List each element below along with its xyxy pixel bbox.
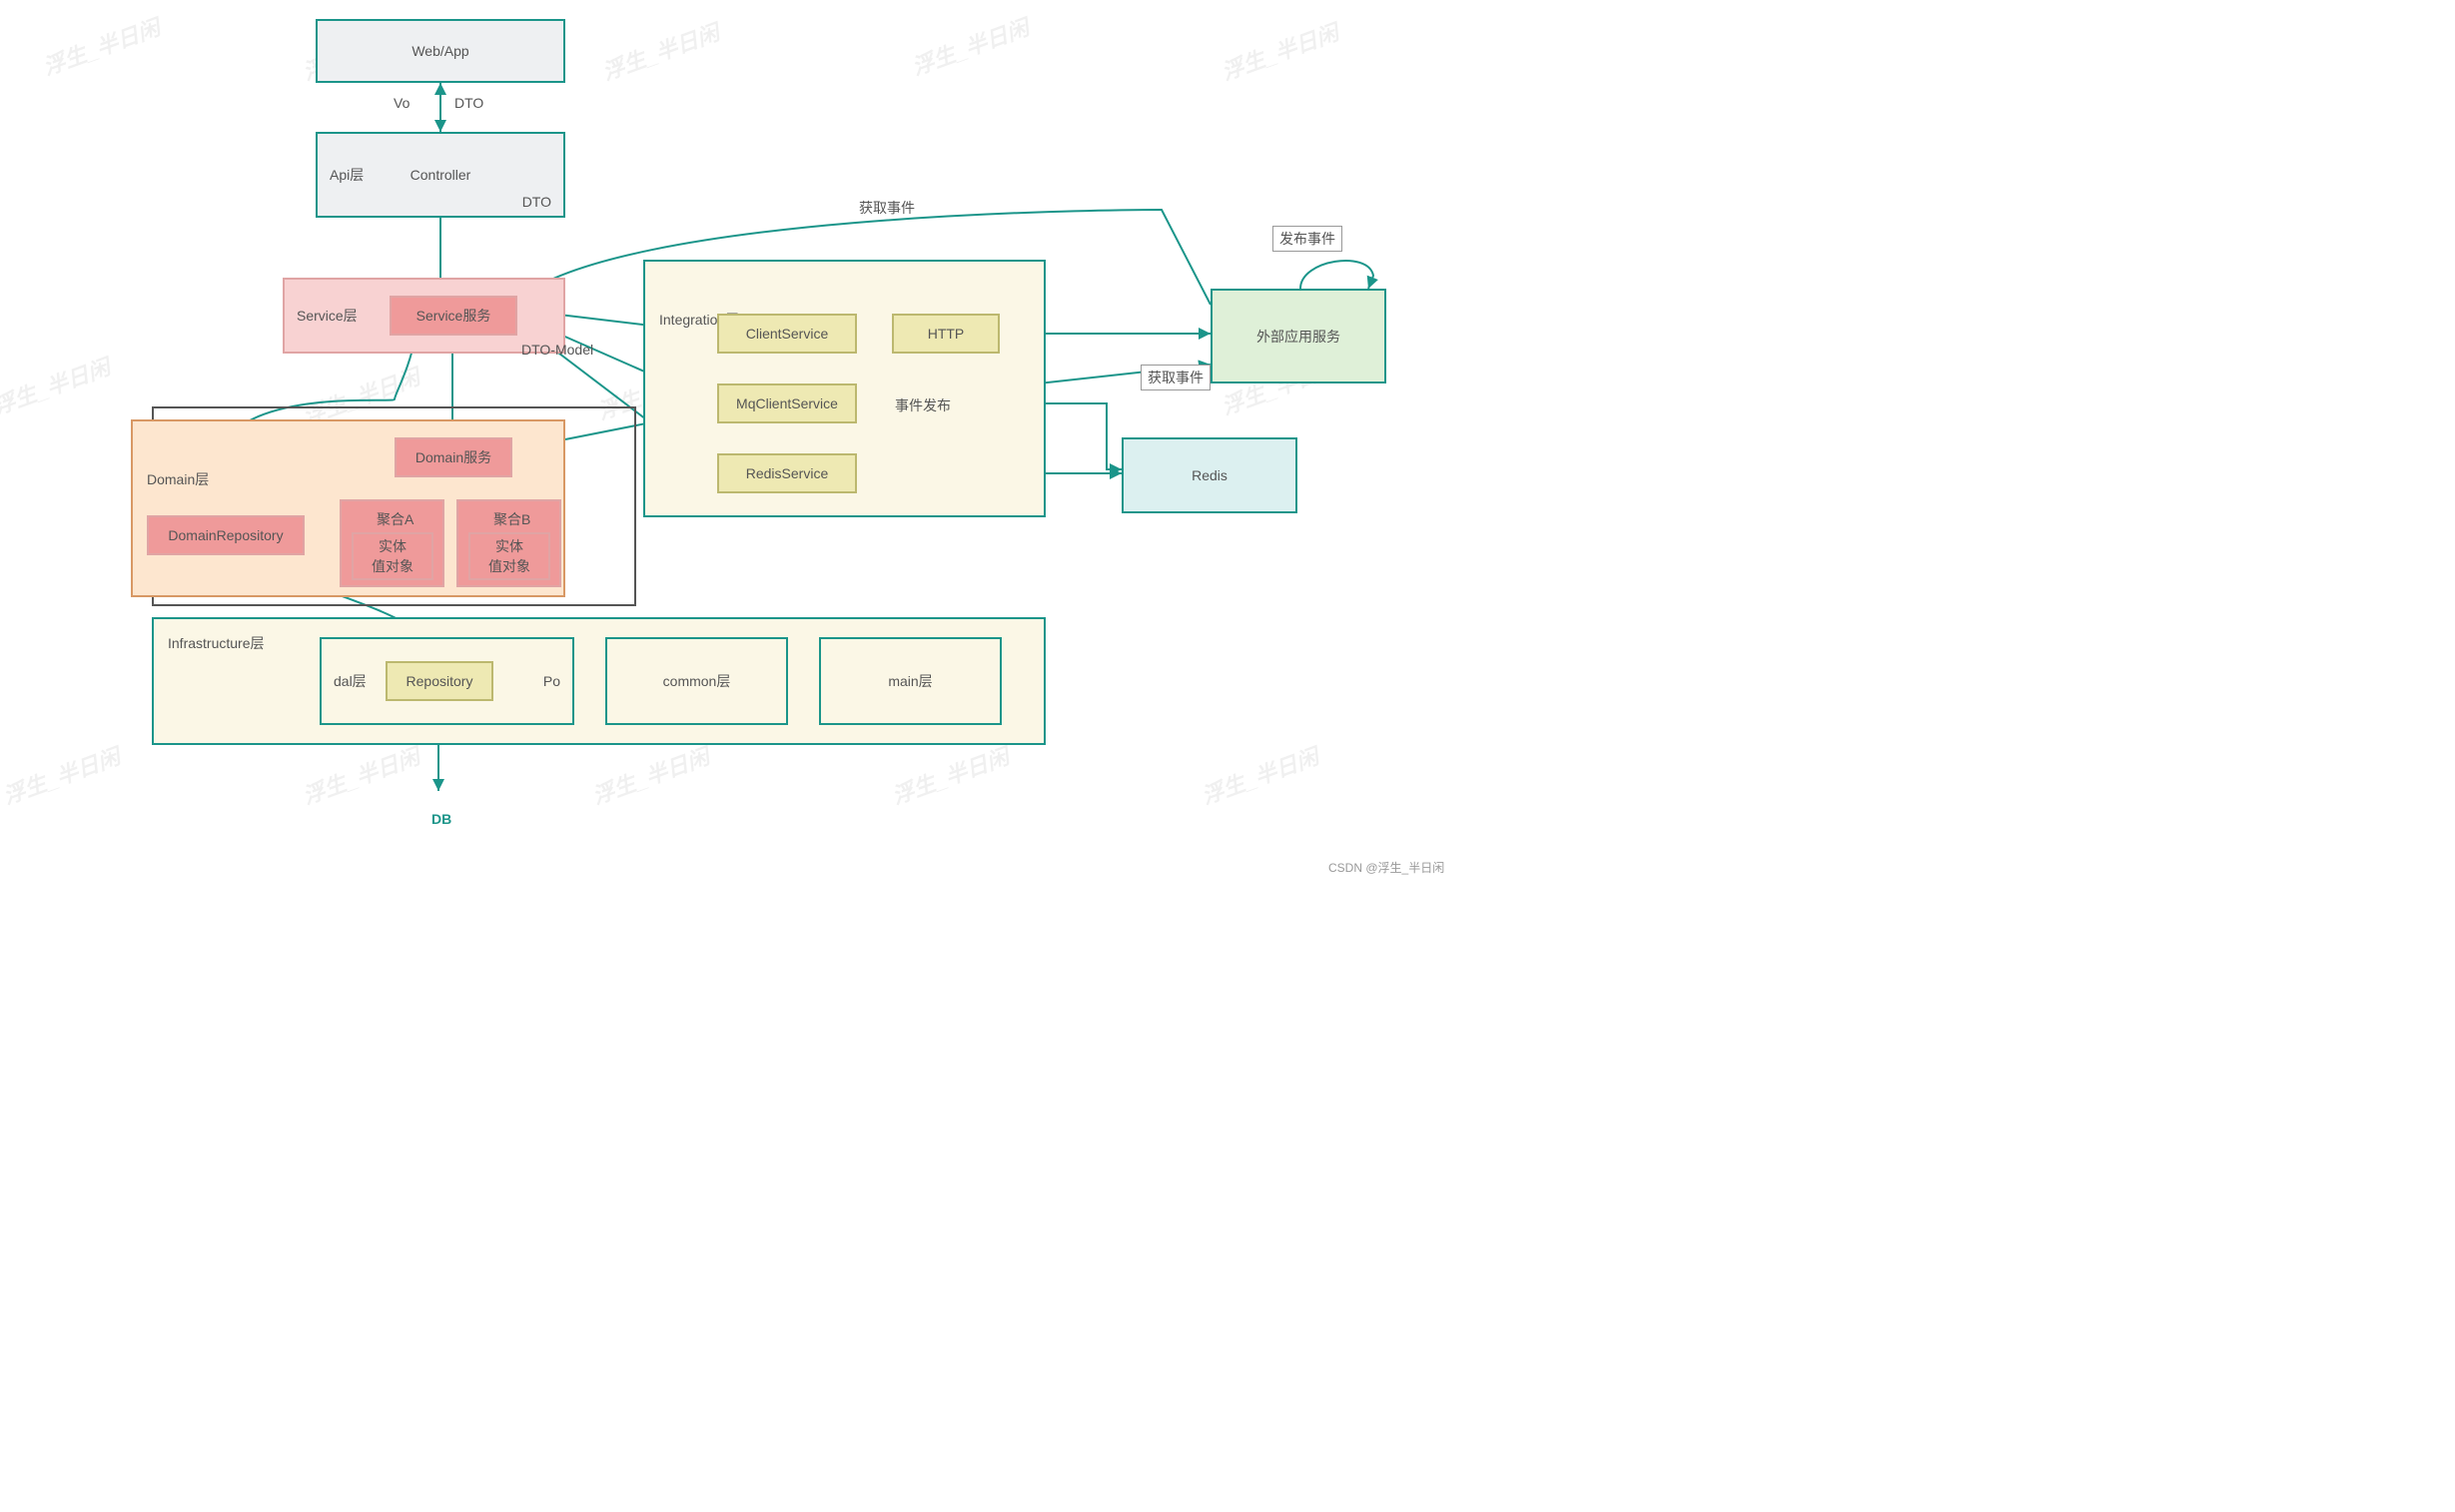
node-redisSvc: RedisService bbox=[717, 453, 857, 493]
node-label: 实体 值对象 bbox=[488, 536, 530, 576]
watermark: 浮生_半日闲 bbox=[887, 739, 1013, 811]
label-getEvent2: 获取事件 bbox=[1141, 365, 1211, 390]
node-label: HTTP bbox=[928, 326, 965, 342]
watermark: 浮生_半日闲 bbox=[907, 10, 1033, 82]
node-http: HTTP bbox=[892, 314, 1000, 354]
watermark: 浮生_半日闲 bbox=[298, 739, 423, 811]
node-label: MqClientService bbox=[736, 395, 838, 411]
node-entA: 实体 值对象 bbox=[352, 532, 433, 580]
node-api: Controller Api层 DTO bbox=[316, 132, 565, 218]
watermark: 浮生_半日闲 bbox=[0, 350, 114, 421]
node-tl-label: Domain层 bbox=[147, 469, 209, 489]
node-repo: Repository bbox=[386, 661, 493, 701]
label-eventPub: 事件发布 bbox=[895, 395, 951, 415]
node-label: main层 bbox=[888, 671, 932, 691]
label-pubEvent: 发布事件 bbox=[1272, 226, 1342, 252]
node-left-label: Service层 bbox=[297, 306, 358, 326]
node-redis: Redis bbox=[1122, 437, 1297, 513]
node-label: 外部应用服务 bbox=[1256, 327, 1340, 347]
node-right-label: Po bbox=[543, 673, 560, 689]
node-label: Redis bbox=[1192, 467, 1228, 483]
edge bbox=[1300, 261, 1373, 289]
node-label: Domain服务 bbox=[415, 447, 491, 467]
watermark: 浮生_半日闲 bbox=[0, 739, 124, 811]
node-label: 实体 值对象 bbox=[372, 536, 413, 576]
node-svcBox: Service服务 bbox=[390, 296, 517, 336]
label-aggAText: 聚合A bbox=[377, 509, 413, 529]
node-client: ClientService bbox=[717, 314, 857, 354]
node-webapp: Web/App bbox=[316, 19, 565, 83]
node-common: common层 bbox=[605, 637, 788, 725]
node-ext: 外部应用服务 bbox=[1211, 289, 1386, 383]
node-main: main层 bbox=[819, 637, 1002, 725]
node-label: Service服务 bbox=[416, 306, 491, 326]
label-aggBText: 聚合B bbox=[493, 509, 530, 529]
label-credit: CSDN @浮生_半日闲 bbox=[1328, 859, 1444, 876]
node-label: Controller bbox=[410, 167, 471, 183]
watermark: 浮生_半日闲 bbox=[597, 15, 723, 87]
node-entB: 实体 值对象 bbox=[468, 532, 550, 580]
label-getEvent1: 获取事件 bbox=[859, 198, 915, 218]
node-label: Web/App bbox=[411, 43, 468, 59]
node-left-label: Api层 bbox=[330, 165, 364, 185]
node-left-label: dal层 bbox=[334, 671, 367, 691]
node-label: Repository bbox=[407, 673, 473, 689]
label-vo: Vo bbox=[394, 95, 409, 111]
node-mq: MqClientService bbox=[717, 383, 857, 423]
watermark: 浮生_半日闲 bbox=[38, 10, 164, 82]
node-domRepo: DomainRepository bbox=[147, 515, 305, 555]
label-dto1: DTO bbox=[454, 95, 483, 111]
node-domainSvc: Domain服务 bbox=[395, 437, 512, 477]
watermark: 浮生_半日闲 bbox=[1217, 15, 1342, 87]
label-dtoModel: DTO-Model bbox=[521, 342, 593, 358]
node-br-label: DTO bbox=[522, 194, 551, 210]
node-label: ClientService bbox=[746, 326, 828, 342]
watermark: 浮生_半日闲 bbox=[1197, 739, 1322, 811]
watermark: 浮生_半日闲 bbox=[587, 739, 713, 811]
label-db: DB bbox=[431, 811, 451, 827]
node-label: DomainRepository bbox=[168, 527, 283, 543]
node-tl-label: Infrastructure层 bbox=[168, 633, 264, 653]
node-label: common层 bbox=[663, 671, 731, 691]
node-label: RedisService bbox=[746, 465, 828, 481]
